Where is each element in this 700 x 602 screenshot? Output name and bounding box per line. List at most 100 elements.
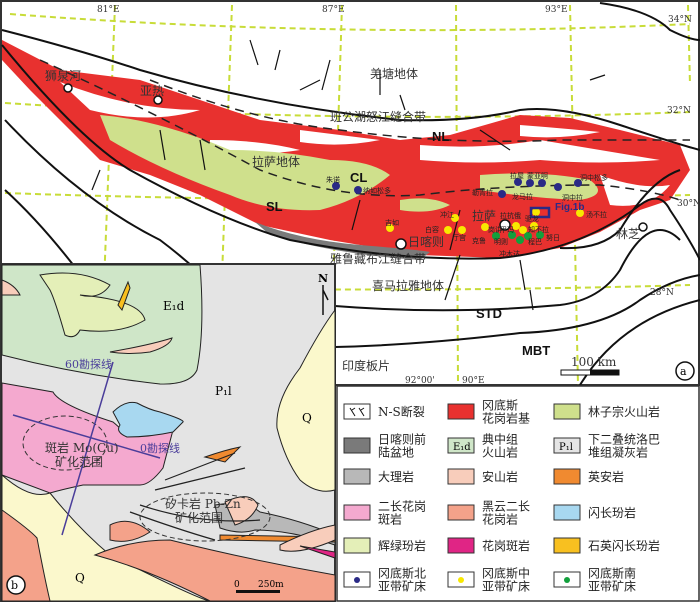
svg-text:明则: 明则 [494,238,508,246]
label-nl: NL [432,129,449,144]
label-qiangtang: 羌塘地体 [370,66,418,81]
deposit-labels: 朱诺 纳如松多 勒青拉 拉屋 蒙亚啊 龙马拉 洞中拉 洞中松多 吉如 冲江 白容… [326,171,608,258]
svg-text:程巴: 程巴 [528,237,542,246]
unit-q-bottom: Q [75,571,85,585]
north-arrow-icon [322,285,329,315]
svg-text:矿化范围: 矿化范围 [55,455,103,469]
unit-e1d: E₁d [163,299,185,313]
legend-swatch [447,403,475,420]
legend-label: 冈底斯 [482,398,518,413]
legend-label: 大理岩 [378,469,414,484]
svg-text:龙马拉: 龙马拉 [512,192,533,201]
lon-81: 81°E [97,5,120,15]
svg-text:厅宫: 厅宫 [452,233,466,242]
legend-label: 黑云二长 [482,500,530,514]
lat-34: 34°N [668,15,692,25]
legend-swatch [553,468,581,485]
svg-text:吉如: 吉如 [385,218,399,227]
legend-swatch [343,537,371,554]
ore-dot-icon [458,577,464,583]
svg-text:甲玛: 甲玛 [500,226,514,234]
panel-a-map: 81°E 87°E 93°E 34°N 32°N 30°N 28°N 92°00… [0,0,700,386]
svg-text:矿化范围: 矿化范围 [175,511,223,525]
legend-code: E₁d [453,442,471,453]
label-indian-plate: 印度板片 [342,358,390,373]
legend-label: 闪长玢岩 [588,505,636,520]
legend-label: 陆盆地 [378,445,414,460]
fig-1b-label: Fig.1b [555,202,584,213]
svg-text:勒青拉: 勒青拉 [472,188,493,197]
legend-label: 辉绿玢岩 [378,538,426,553]
scale-bar-a: 100 km [560,355,620,376]
legend-swatch [447,437,475,454]
legend-label: 火山岩 [482,445,518,460]
svg-text:纳如松多: 纳如松多 [363,186,391,195]
svg-text:努日: 努日 [546,233,560,242]
two-mica-porphyry [1,382,174,494]
legend-label: 花岗岩基 [482,411,530,426]
svg-text:拉屋: 拉屋 [510,171,524,180]
ore-dot-icon [564,577,570,583]
line-0-label: 0勘探线 [140,441,180,455]
exploration-lines [12,361,161,536]
city-xigaze: 日喀则 [408,235,444,249]
legend-swatch [553,504,581,521]
legend-item: 辉绿玢岩 [343,537,426,554]
legend-label: 日喀则前 [378,432,426,447]
legend-label: 亚带矿床 [588,580,636,594]
svg-text:冲江: 冲江 [440,210,454,219]
panel-a-label: a [680,365,687,378]
legend-label: 花岗岩 [482,512,518,527]
svg-text:知不拉: 知不拉 [528,225,549,234]
legend-code: P₁l [559,442,573,453]
legend-swatch [343,403,371,420]
legend-label: 林子宗火山岩 [588,404,660,419]
legend-swatch [553,537,581,554]
legend-swatch [343,437,371,454]
label-cl: CL [350,170,367,185]
label-bangong-suture: 班公湖怒江缝合带 [330,109,426,124]
legend-swatch [553,437,581,454]
mo-zone-label: 斑岩 Mo(Cu) [45,440,119,455]
legend-label: 英安岩 [588,469,624,484]
svg-text:洞中拉: 洞中拉 [562,193,583,202]
pbzn-zone-label: 矽卡岩 Pb-Zn [165,496,241,511]
legend-label: 二长花岗 [378,499,426,514]
legend-swatch [447,468,475,485]
legend-swatch [343,468,371,485]
svg-text:冲木达: 冲木达 [499,249,520,258]
legend-item: 闪长玢岩 [553,504,636,521]
label-yarlung-suture: 雅鲁藏布江缝合带 [330,251,426,266]
label-std: STD [476,306,502,321]
legend-swatch [343,504,371,521]
fault-traces [39,59,690,201]
city-shiquanhe: 狮泉河 [45,69,81,83]
ore-deposits [332,178,584,244]
label-lhasa-terrane: 拉萨地体 [252,154,300,169]
svg-text:拉抗俄: 拉抗俄 [500,211,521,220]
fig-1b-location-box [529,206,551,219]
quaternary-right [276,308,336,492]
lat-28: 28°N [650,288,674,298]
legend-label: 亚带矿床 [482,580,530,594]
legend-label: 下二叠统洛巴 [588,432,660,447]
legend-label: 典中组 [482,432,518,447]
legend-label: 亚带矿床 [378,580,426,594]
xigaze-forearc-basin [255,222,430,260]
legend-item: 安山岩 [447,468,518,485]
svg-text:克鲁: 克鲁 [472,236,486,245]
svg-text:朱诺: 朱诺 [326,175,340,184]
diorite-porphyrite [112,401,184,438]
scale-b-250: 250m [258,580,284,590]
tick-90: 90°E [462,376,485,386]
legend-item: 大理岩 [343,468,414,485]
label-mbt: MBT [522,343,550,358]
legend-label: 斑岩 [378,512,402,527]
